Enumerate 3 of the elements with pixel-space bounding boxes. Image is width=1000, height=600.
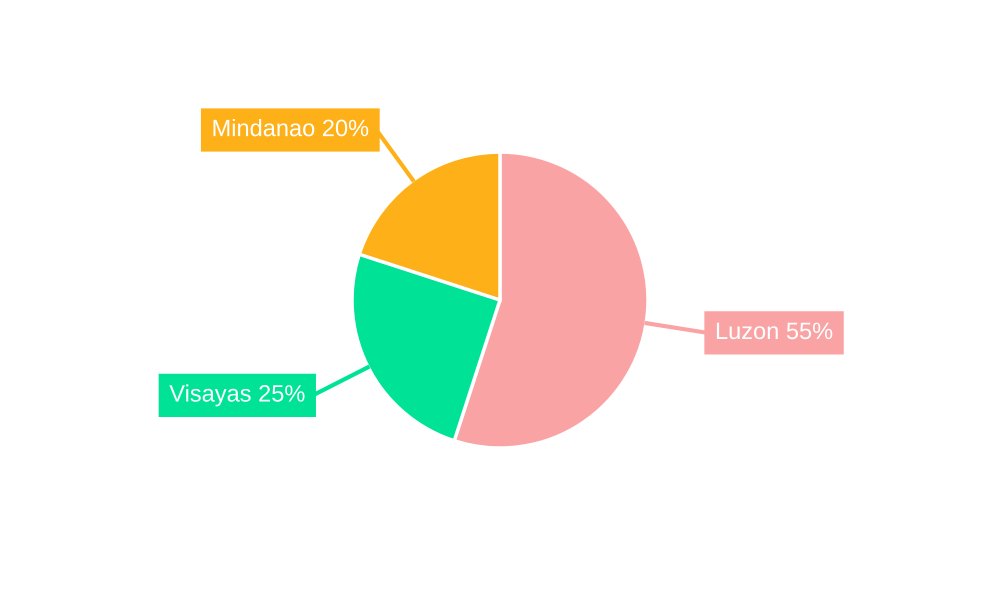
slice-label: Luzon 55%	[716, 322, 832, 340]
slice-label: Visayas 25%	[169, 384, 305, 406]
slice-label: Mindanao 20%	[214, 118, 368, 136]
